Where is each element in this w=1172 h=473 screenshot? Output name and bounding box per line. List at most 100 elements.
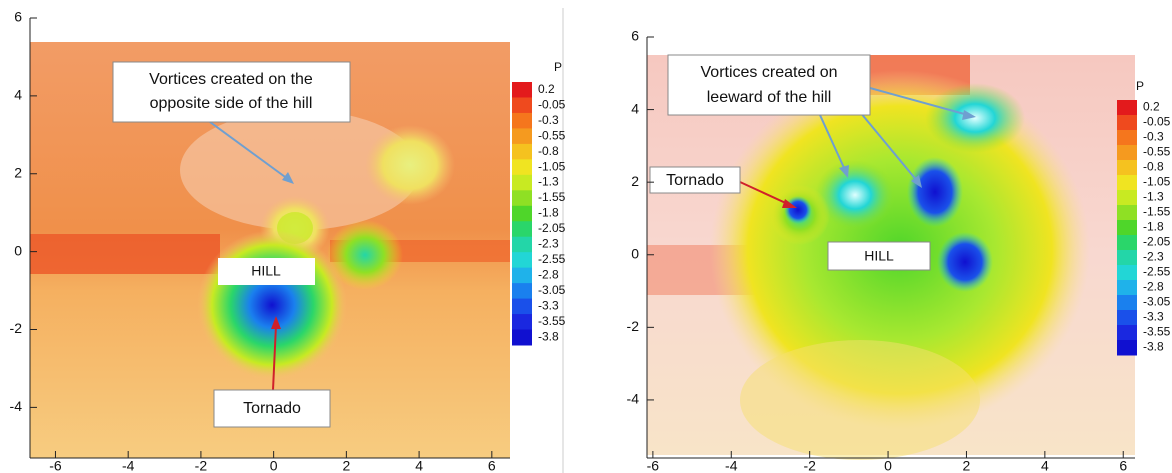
colorbar-swatch <box>1117 130 1137 146</box>
colorbar-label: -1.8 <box>538 206 559 220</box>
colorbar-swatch <box>512 97 532 114</box>
annotations-right: Vortices created on leeward of the hill … <box>649 54 976 271</box>
colorbar-swatch <box>512 82 532 98</box>
colorbar-swatch <box>1117 100 1137 116</box>
y-tick-label: 6 <box>631 28 639 44</box>
colorbar-label: -2.3 <box>1143 250 1164 264</box>
arrow-head <box>271 316 281 329</box>
colorbar-swatch <box>1117 265 1137 281</box>
colorbar-swatch <box>1117 145 1137 161</box>
arrow <box>819 114 846 171</box>
arrow <box>272 324 277 391</box>
colorbar-swatch <box>1117 205 1137 221</box>
annotations-left: Vortices created on the opposite side of… <box>112 61 351 428</box>
x-tick-label: 6 <box>1119 458 1127 473</box>
x-tick-label: -2 <box>195 458 208 473</box>
colorbar-swatch <box>1117 115 1137 131</box>
colorbar-label: -1.3 <box>538 175 559 189</box>
colorbar-label: 0.2 <box>1143 100 1160 114</box>
x-tick-label: 4 <box>415 458 423 473</box>
colorbar-swatch <box>1117 220 1137 236</box>
colorbar-label: -3.05 <box>1143 295 1171 309</box>
colorbar-label: -1.55 <box>538 190 566 204</box>
colorbar-swatch <box>512 143 532 160</box>
colorbar-label: -1.05 <box>538 159 566 173</box>
colorbar-label: -0.05 <box>538 97 566 111</box>
colorbar-swatch <box>512 314 532 331</box>
arrow <box>209 121 293 183</box>
colorbar-swatch <box>512 174 532 191</box>
arrow-head <box>962 110 976 120</box>
annotation: HILL <box>864 248 894 264</box>
colorbar-swatch <box>512 283 532 300</box>
colorbar-label: -1.55 <box>1143 205 1171 219</box>
colorbar-swatch <box>1117 175 1137 191</box>
x-tick-label: -2 <box>803 458 816 473</box>
annotation: Tornado <box>666 172 724 189</box>
arrow <box>859 111 919 183</box>
y-tick-label: 2 <box>14 164 22 180</box>
colorbar-swatch <box>1117 295 1137 311</box>
colorbar-swatch <box>1117 235 1137 251</box>
colorbar-label: -2.55 <box>1143 265 1171 279</box>
y-tick-label: -2 <box>10 320 23 336</box>
x-tick-label: 2 <box>342 458 350 473</box>
x-tick-label: -6 <box>49 458 62 473</box>
colorbar-swatch <box>512 205 532 222</box>
colorbar-swatch <box>1117 190 1137 206</box>
annotation: leeward of the hill <box>707 89 832 106</box>
colorbar-swatch <box>1117 250 1137 266</box>
arrow <box>869 87 969 116</box>
annotation-box <box>649 166 741 194</box>
colorbar-label: -3.55 <box>538 314 566 328</box>
colorbar-label: -3.05 <box>538 283 566 297</box>
colorbar-label: -2.8 <box>1143 280 1164 294</box>
colorbar-label: 0.2 <box>538 82 555 96</box>
colorbar-swatch <box>512 190 532 207</box>
annotation: Vortices created on the <box>149 71 313 88</box>
colorbar-title: P <box>1136 79 1144 93</box>
annotation: HILL <box>251 263 281 279</box>
y-tick-label: 0 <box>631 245 639 261</box>
x-tick-label: 2 <box>963 458 971 473</box>
y-tick-label: 4 <box>14 87 22 103</box>
colorbar-label: -3.8 <box>1143 340 1164 354</box>
colorbar-label: -0.3 <box>538 113 559 127</box>
arrow-head <box>839 165 849 178</box>
y-tick-label: -4 <box>627 391 640 407</box>
annotation: Tornado <box>243 400 301 417</box>
y-tick-label: -2 <box>627 318 640 334</box>
annotation-box <box>827 241 931 271</box>
colorbar-label: -2.8 <box>538 268 559 282</box>
colorbar-label: -3.8 <box>538 329 559 343</box>
x-tick-label: -4 <box>725 458 738 473</box>
y-tick-label: 2 <box>631 173 639 189</box>
annotation: Vortices created on <box>701 64 838 81</box>
annotation-box <box>218 258 315 285</box>
x-tick-label: 0 <box>884 458 892 473</box>
colorbar-swatch <box>512 128 532 145</box>
colorbar-swatch <box>512 112 532 129</box>
colorbar-label: -2.3 <box>538 237 559 251</box>
arrow-head <box>282 172 294 184</box>
colorbar-label: -3.55 <box>1143 325 1171 339</box>
annotation-box <box>112 61 351 123</box>
colorbar-label: -2.55 <box>538 252 566 266</box>
x-tick-label: -6 <box>647 458 660 473</box>
colorbar-label: -0.3 <box>1143 130 1164 144</box>
colorbar-label: -0.8 <box>538 144 559 158</box>
x-tick-label: 4 <box>1041 458 1049 473</box>
colorbar-label: -0.8 <box>1143 160 1164 174</box>
x-tick-label: -4 <box>122 458 135 473</box>
colorbar-label: -1.8 <box>1143 220 1164 234</box>
colorbar-label: -1.05 <box>1143 175 1171 189</box>
arrow <box>739 181 791 206</box>
y-tick-label: 6 <box>14 9 22 25</box>
colorbar-swatch <box>512 159 532 176</box>
colorbar-swatch <box>1117 310 1137 326</box>
x-tick-label: 6 <box>488 458 496 473</box>
x-tick-label: 0 <box>270 458 278 473</box>
colorbar-swatch <box>512 236 532 253</box>
colorbar-swatch <box>512 252 532 269</box>
